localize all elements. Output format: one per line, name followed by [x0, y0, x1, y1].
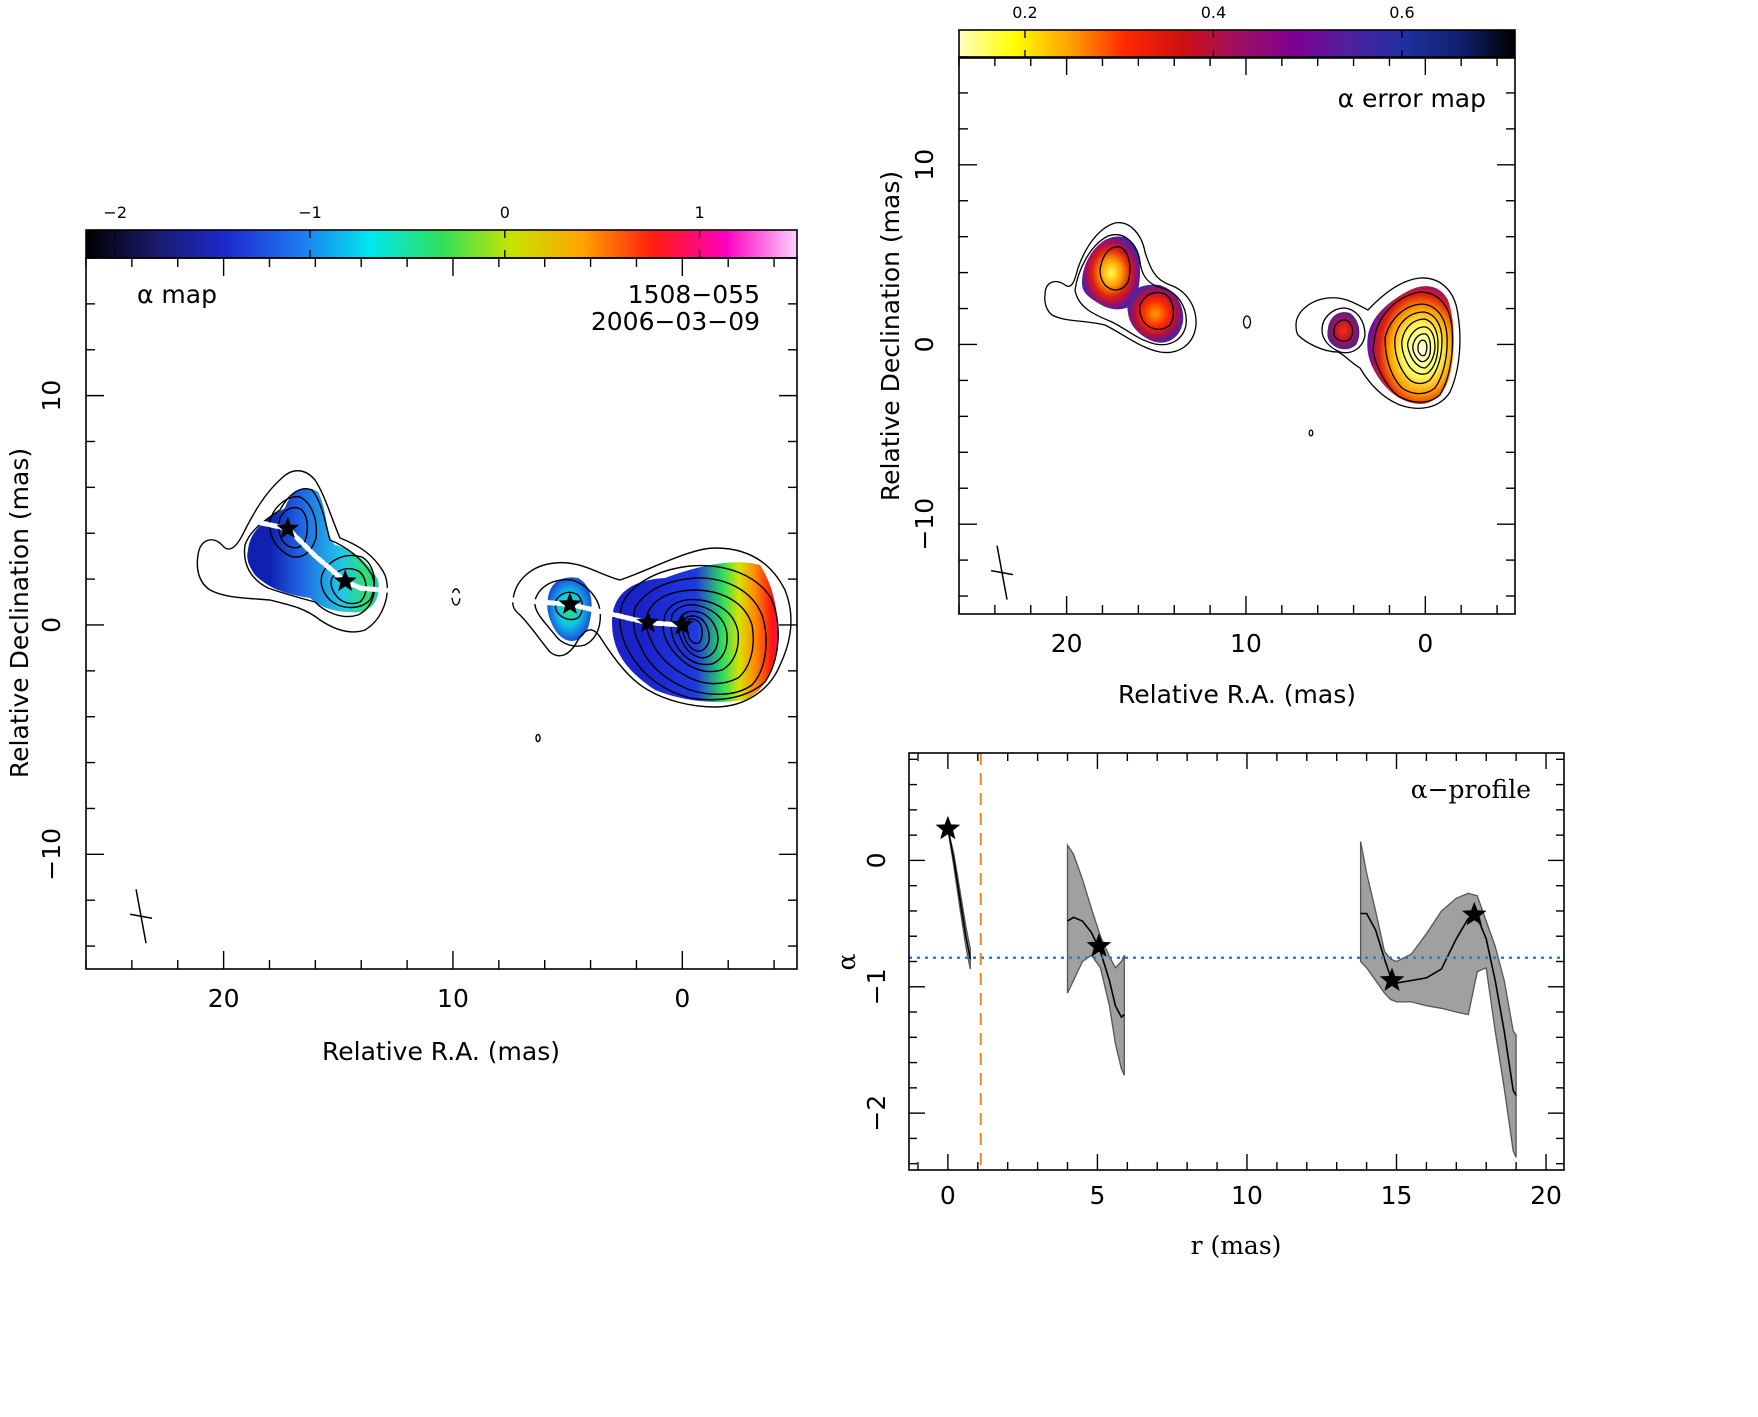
alpha-colorbar-ticks: −2 −1 0 1: [103, 203, 705, 258]
error-map-title: α error map: [1338, 84, 1486, 113]
error-colorbar: 0.2 0.4 0.6: [958, 3, 1516, 59]
alpha-profile-error-bands: [947, 828, 1517, 1158]
beam-minor-axis: [990, 569, 1014, 576]
error-map-ytick-label: −10: [910, 498, 939, 551]
profile-star: [935, 815, 961, 840]
error-map-ylabel: Relative Declination (mas): [876, 171, 905, 501]
error-colorbar-ticks: 0.2 0.4 0.6: [1012, 3, 1415, 58]
error-contours: [1044, 222, 1461, 437]
alpha-colorbar: −2 −1 0 1: [85, 203, 798, 259]
component-star: [333, 569, 357, 592]
error-colorbar-tick-label: 0.4: [1201, 3, 1226, 22]
profile-ytick-label: −2: [862, 1095, 891, 1132]
error-map-xtick-label: 0: [1417, 629, 1433, 658]
error-colorbar-tick-label: 0.6: [1389, 3, 1414, 22]
alpha-map-source: 1508−055: [628, 280, 760, 309]
alpha-beam-cross: [129, 889, 153, 944]
error-colorbar-ramp: [959, 30, 1515, 58]
error-core-region: [1367, 286, 1454, 405]
profile-star: [1461, 901, 1487, 926]
alpha-colorbar-tick-label: 0: [500, 203, 510, 222]
error-map-xtick-label: 20: [1051, 629, 1083, 658]
error-map-ytick-label: 0: [910, 337, 939, 353]
alpha-map-ytick-label: 10: [37, 380, 66, 412]
alpha-profile-axes: 0 5 10 15 20 −2 −1 0: [862, 753, 1564, 1210]
component-star: [636, 610, 660, 633]
alpha-map-xtick-label: 0: [674, 984, 690, 1013]
profile-line: [1360, 912, 1517, 1096]
alpha-profile-stars: [935, 815, 1487, 991]
component-star: [670, 613, 694, 635]
alpha-profile-xlabel: r (mas): [1191, 1231, 1282, 1260]
error-colorbar-tick-label: 0.2: [1012, 3, 1037, 22]
alpha-component-stars: [276, 516, 694, 635]
alpha-map-ytick-label: 0: [37, 617, 66, 633]
alpha-map-ylabel: Relative Declination (mas): [5, 448, 34, 778]
alpha-map-image: [196, 470, 792, 743]
error-map-axes: 20 10 0 −10 0 10: [910, 56, 1515, 658]
alpha-map-xtick-label: 10: [437, 984, 469, 1013]
profile-star: [1086, 933, 1112, 957]
error-map-frame: [958, 56, 1516, 615]
profile-xtick-label: 0: [940, 1181, 956, 1210]
component-star: [276, 516, 300, 539]
component-star: [558, 592, 582, 614]
alpha-profile-title: α−profile: [1411, 775, 1531, 804]
error-beam-cross: [990, 545, 1014, 600]
profile-ytick-label: 0: [862, 852, 891, 868]
alpha-map-axes: 20 10 0 −10 0 10: [37, 257, 797, 1013]
error-lobe2-region: [1127, 284, 1184, 343]
error-band: [1359, 841, 1517, 1158]
error-map-image: [1044, 222, 1461, 437]
profile-xtick-label: 15: [1381, 1181, 1413, 1210]
error-lobe1-region: [1082, 236, 1140, 310]
beam-minor-axis: [129, 913, 153, 919]
profile-star: [1379, 967, 1405, 991]
alpha-colorbar-tick-label: −1: [298, 203, 322, 222]
alpha-profile-ylabel: α: [832, 953, 861, 970]
profile-ytick-label: −1: [862, 968, 891, 1005]
profile-xtick-label: 10: [1231, 1181, 1263, 1210]
alpha-map-ytick-label: −10: [37, 828, 66, 881]
alpha-map-title: α map: [137, 280, 217, 309]
alpha-map-panel: −2 −1 0 1: [5, 203, 798, 1066]
alpha-colorbar-tick-label: 1: [695, 203, 705, 222]
error-map-ytick-label: 10: [910, 149, 939, 181]
profile-xtick-label: 5: [1089, 1181, 1105, 1210]
profile-line: [947, 828, 972, 960]
profile-xtick-label: 20: [1530, 1181, 1562, 1210]
error-knot-region: [1327, 312, 1360, 350]
alpha-colorbar-ramp: [86, 230, 797, 258]
alpha-contours: [196, 470, 792, 743]
alpha-map-frame: [85, 257, 798, 970]
alpha-colorbar-tick-label: −2: [103, 203, 127, 222]
alpha-map-epoch: 2006−03−09: [591, 307, 760, 336]
alpha-map-xlabel: Relative R.A. (mas): [322, 1037, 560, 1066]
error-band: [1066, 843, 1125, 1076]
error-map-xlabel: Relative R.A. (mas): [1118, 680, 1356, 709]
error-map-xtick-label: 10: [1230, 629, 1262, 658]
error-map-panel: 0.2 0.4 0.6: [876, 3, 1516, 709]
alpha-profile-panel: 0 5 10 15 20 −2 −1 0 α−profile r (mas) α: [832, 752, 1565, 1260]
alpha-map-xtick-label: 20: [208, 984, 240, 1013]
error-colorbar-frame: [958, 29, 1516, 59]
